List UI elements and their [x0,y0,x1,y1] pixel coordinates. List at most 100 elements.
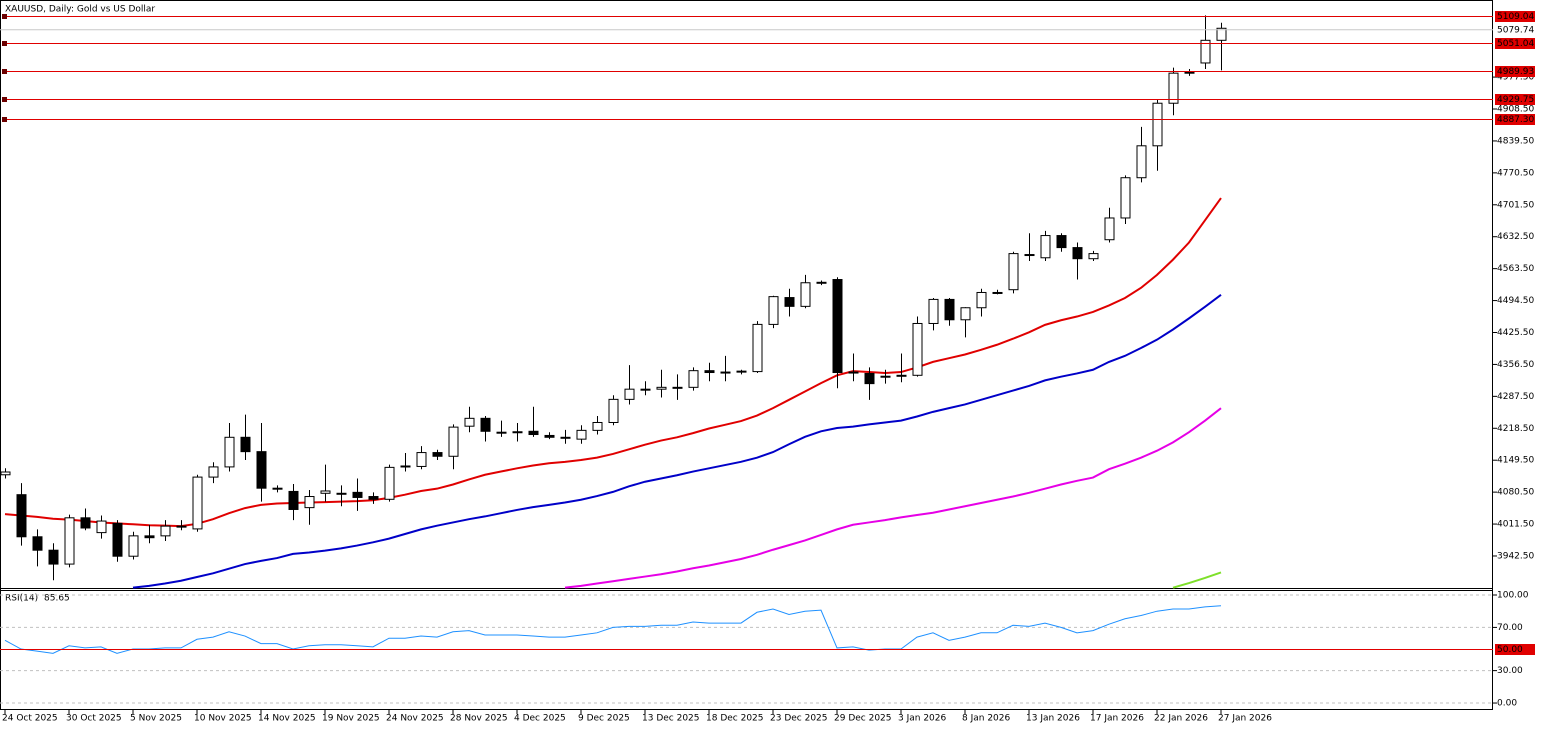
candle-body [1216,27,1227,41]
candle-body [160,525,171,537]
candle-body [368,496,379,500]
candle-body [32,536,43,551]
x-tick-label: 18 Dec 2025 [706,714,764,724]
candle-body [608,398,619,423]
candle-body [752,323,763,373]
level-anchor [2,97,7,102]
level-tag [1495,114,1535,125]
candle-body [512,431,523,434]
x-tick-label: 8 Jan 2026 [962,714,1010,724]
candle-body [896,374,907,377]
indicator-line [564,407,1222,589]
candle-body [720,371,731,374]
candle-body [848,371,859,374]
candle-body [1040,235,1051,259]
candle-body [400,465,411,468]
candle-body [880,375,891,378]
candle-body [256,451,267,489]
x-tick-label: 19 Nov 2025 [322,714,380,724]
candle-body [560,436,571,439]
candle-body [64,517,75,565]
level-tag [1495,94,1535,105]
level-label: 4929.75 [1497,95,1534,105]
candle-body [592,421,603,431]
candle-body [112,522,123,557]
candle-body [416,452,427,467]
candle-body [800,282,811,307]
candle-body [1136,145,1147,179]
candle-body [144,535,155,539]
candle-body [960,307,971,321]
candle-body [480,417,491,432]
candle-body [992,291,1003,294]
candle-body [864,372,875,385]
candle-body [352,491,363,498]
y-tick-label: 4701.50 [1497,200,1534,210]
level-label: 5109.04 [1497,12,1534,22]
level-anchor [2,117,7,122]
level-label: 4989.93 [1497,67,1534,77]
candle-body [624,388,635,400]
candle-body [1056,235,1067,249]
candle-body [48,549,59,565]
candle-body [528,430,539,436]
candle-body [1184,71,1195,74]
indicator-title: RSI(14) [5,594,38,604]
x-tick-label: 13 Jan 2026 [1026,714,1080,724]
level-label: 4887.30 [1497,115,1534,125]
level-tag [1495,38,1535,49]
y-tick-label: 4908.50 [1497,105,1534,115]
y-tick-label: 4287.50 [1497,392,1534,402]
level-tag [1495,11,1535,22]
candle-body [272,487,283,490]
indicator-line [132,293,1222,589]
candle-body [496,431,507,434]
candle-body [768,296,779,325]
candle-body [128,535,139,557]
chart-title: XAUUSD, Daily: Gold vs US Dollar [5,5,155,15]
x-tick-label: 24 Nov 2025 [386,714,444,724]
candle-body [208,466,219,478]
y-tick-label: 4425.50 [1497,328,1534,338]
y-tick-label: 4977.50 [1497,73,1534,83]
x-tick-label: 13 Dec 2025 [642,714,700,724]
candle-body [16,494,27,538]
candle-body [464,417,475,427]
candle-body [640,388,651,391]
candle-body [1200,39,1211,64]
y-tick-label: 4632.50 [1497,232,1534,242]
candle-body [736,370,747,373]
y-tick-label: 100.00 [1497,590,1529,600]
candle-body [224,436,235,468]
indicator-line [4,197,1222,528]
x-tick-label: 29 Dec 2025 [834,714,892,724]
y-tick-label: 4494.50 [1497,296,1534,306]
y-tick-label: 4149.50 [1497,456,1534,466]
x-tick-label: 22 Jan 2026 [1154,714,1208,724]
y-tick-label: 4356.50 [1497,360,1534,370]
candle-body [784,297,795,307]
candle-body [0,471,11,476]
y-tick-label: 4011.50 [1497,520,1534,530]
x-tick-label: 4 Dec 2025 [514,714,566,724]
y-tick-label: 70.00 [1497,623,1523,633]
y-tick-label: 4218.50 [1497,424,1534,434]
y-tick-label: 0.00 [1497,699,1517,709]
level-tag [1495,66,1535,77]
level-tag [1495,644,1535,655]
candle-body [1072,247,1083,260]
candle-body [1120,177,1131,219]
candle-body [672,386,683,389]
candle-body [976,291,987,309]
y-tick-label: 3942.50 [1497,551,1534,561]
x-tick-label: 23 Dec 2025 [770,714,828,724]
x-tick-label: 30 Oct 2025 [66,714,122,724]
x-tick-label: 27 Jan 2026 [1218,714,1272,724]
x-tick-label: 5 Nov 2025 [130,714,182,724]
candle-body [704,370,715,374]
candle-body [912,322,923,376]
candle-body [816,281,827,284]
level-label: 50.00 [1497,645,1523,655]
